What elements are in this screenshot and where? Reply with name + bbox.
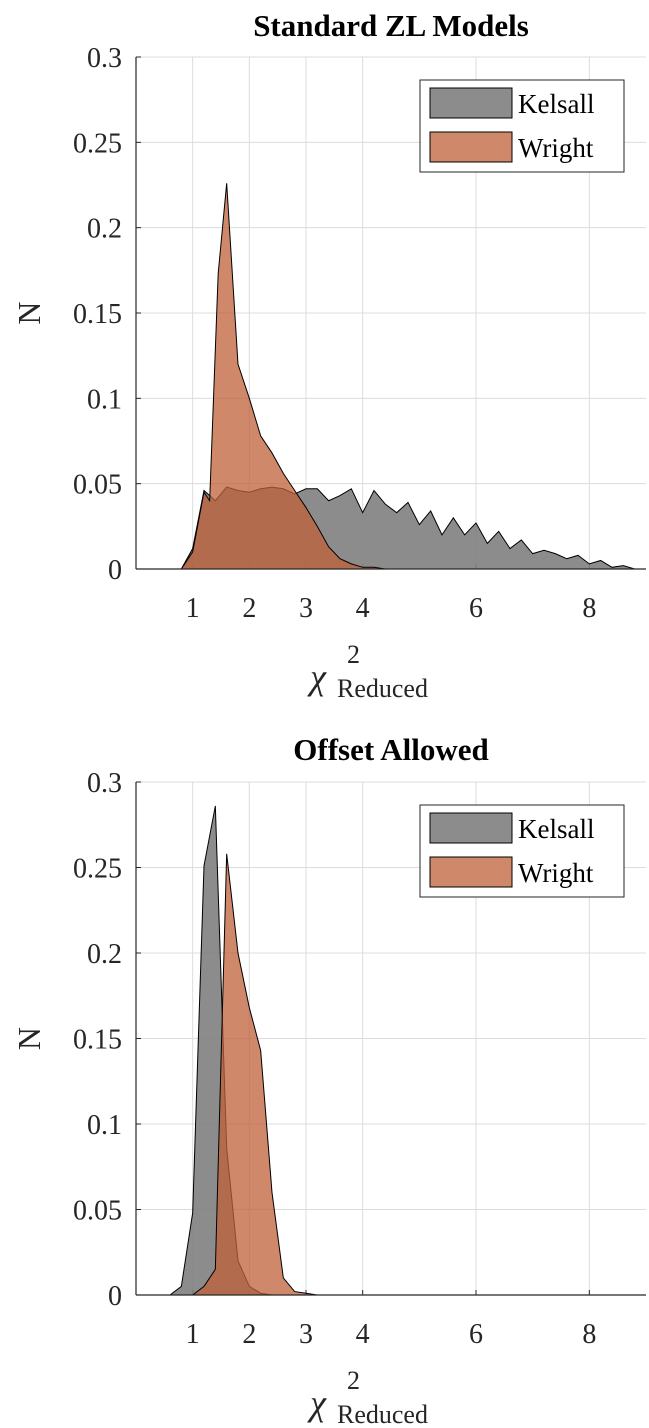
x-axis-label-sub: Reduced bbox=[337, 674, 428, 703]
legend-swatch bbox=[429, 812, 513, 844]
legend-swatch bbox=[429, 856, 513, 888]
y-tick-label: 0.05 bbox=[73, 1196, 122, 1227]
x-tick-label: 4 bbox=[356, 593, 370, 624]
y-tick-label: 0.3 bbox=[87, 768, 122, 799]
y-axis-label: N bbox=[11, 1027, 47, 1050]
x-tick-label: 2 bbox=[242, 593, 256, 624]
legend-swatch bbox=[429, 87, 513, 119]
y-tick-label: 0.1 bbox=[87, 1110, 122, 1141]
x-axis-label-sup: 2 bbox=[347, 640, 360, 669]
x-tick-label: 4 bbox=[356, 1319, 370, 1350]
y-tick-label: 0.2 bbox=[87, 214, 122, 245]
x-tick-label: 8 bbox=[582, 593, 596, 624]
x-axis-label: χ bbox=[307, 657, 327, 697]
area-outline bbox=[180, 183, 386, 570]
y-tick-label: 0.1 bbox=[87, 384, 122, 415]
x-tick-label: 6 bbox=[469, 1319, 483, 1350]
x-tick-label: 3 bbox=[299, 1319, 313, 1350]
x-tick-label: 3 bbox=[299, 593, 313, 624]
legend-label: Wright bbox=[518, 133, 594, 163]
chart-title: Offset Allowed bbox=[293, 732, 488, 767]
y-tick-label: 0.25 bbox=[73, 128, 122, 159]
x-tick-label: 8 bbox=[582, 1319, 596, 1350]
x-tick-label: 2 bbox=[242, 1319, 256, 1350]
y-tick-label: 0.15 bbox=[73, 1025, 122, 1056]
y-axis-label: N bbox=[11, 301, 47, 324]
area-fill bbox=[192, 853, 646, 1295]
y-tick-label: 0.3 bbox=[87, 43, 122, 74]
x-axis-label-sub: Reduced bbox=[337, 1400, 428, 1428]
y-tick-label: 0.25 bbox=[73, 854, 122, 885]
legend-label: Wright bbox=[518, 858, 594, 888]
y-tick-label: 0 bbox=[108, 1281, 122, 1312]
x-axis-label: χ bbox=[307, 1383, 327, 1423]
legend-swatch bbox=[429, 131, 513, 163]
x-axis-label-sup: 2 bbox=[347, 1366, 360, 1395]
y-tick-label: 0.2 bbox=[87, 939, 122, 970]
chart-title: Standard ZL Models bbox=[253, 8, 529, 43]
legend-label: Kelsall bbox=[518, 89, 594, 119]
y-tick-label: 0.15 bbox=[73, 299, 122, 330]
x-tick-label: 1 bbox=[186, 593, 200, 624]
x-tick-label: 1 bbox=[186, 1319, 200, 1350]
y-tick-label: 0.05 bbox=[73, 470, 122, 501]
area-outline bbox=[192, 853, 646, 1296]
x-tick-label: 6 bbox=[469, 593, 483, 624]
y-tick-label: 0 bbox=[108, 555, 122, 586]
legend-label: Kelsall bbox=[518, 814, 594, 844]
